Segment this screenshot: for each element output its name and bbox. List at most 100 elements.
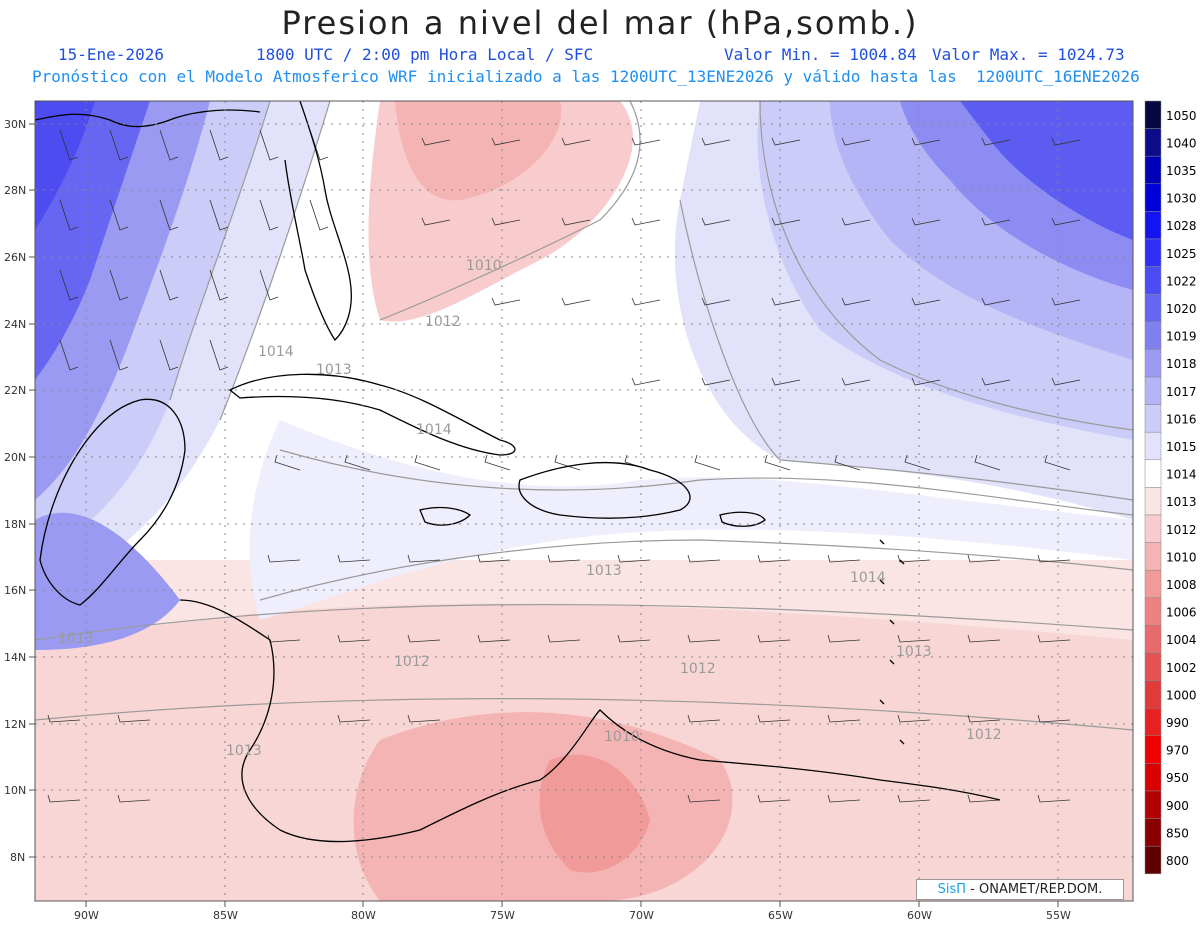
colorbar-label: 1012 <box>1166 523 1197 537</box>
colorbar-swatch <box>1144 625 1162 654</box>
isobar-label: 1013 <box>586 563 622 579</box>
isobar-label: 1012 <box>680 661 716 677</box>
colorbar-swatch <box>1144 542 1162 571</box>
colorbar-swatch <box>1144 211 1162 240</box>
lon-label: 80W <box>351 909 376 922</box>
colorbar-label: 1017 <box>1166 385 1197 399</box>
sispi-logo: SisΠ <box>937 882 967 897</box>
colorbar-label: 950 <box>1166 771 1189 785</box>
isobar-label: 1014 <box>258 344 294 360</box>
colorbar-label: 1025 <box>1166 247 1197 261</box>
forecast-description: Pronóstico con el Modelo Atmosferico WRF… <box>32 67 1140 86</box>
colorbar-swatch <box>1144 514 1162 543</box>
wind-barbs <box>47 129 1081 803</box>
lon-label: 55W <box>1046 909 1071 922</box>
colorbar-swatch <box>1144 569 1162 599</box>
map-frame <box>34 100 1134 902</box>
lat-label: 30N <box>4 118 26 131</box>
forecast-date: 15-Ene-2026 <box>58 45 164 64</box>
colorbar-label: 1030 <box>1166 192 1197 206</box>
lon-label: 65W <box>768 909 793 922</box>
colorbar-label: 1019 <box>1166 330 1197 344</box>
isobar-label: 1010 <box>604 729 640 745</box>
lat-label: 16N <box>4 584 26 597</box>
colorbar-swatch <box>1144 487 1162 516</box>
colorbar-swatch <box>1144 597 1162 626</box>
colorbar-swatch <box>1144 707 1162 737</box>
colorbar-label: 990 <box>1166 716 1189 730</box>
isobar-label: 1013 <box>316 362 352 378</box>
colorbar-label: 1014 <box>1166 468 1197 482</box>
colorbar-swatch <box>1144 431 1162 461</box>
colorbar-swatch <box>1144 790 1162 819</box>
coastlines <box>35 101 1001 843</box>
colorbar-swatch <box>1144 459 1162 488</box>
isobar-label: 1012 <box>966 727 1002 743</box>
isobar-label: 1012 <box>425 314 461 330</box>
colorbar-label: 850 <box>1166 826 1189 840</box>
credit-box: SisΠ - ONAMET/REP.DOM. <box>916 879 1124 900</box>
lat-label: 24N <box>4 318 26 331</box>
isobar-label: 1013 <box>226 743 262 759</box>
colorbar-label: 1008 <box>1166 578 1197 592</box>
colorbar-swatch <box>1144 155 1162 185</box>
lon-label: 85W <box>213 909 238 922</box>
lon-label: 60W <box>907 909 932 922</box>
credit-text: - ONAMET/REP.DOM. <box>970 882 1103 897</box>
colorbar-label: 1015 <box>1166 440 1197 454</box>
colorbar-swatch <box>1144 349 1162 378</box>
colorbar-swatch <box>1144 266 1162 295</box>
colorbar-label: 1040 <box>1166 136 1197 150</box>
colorbar-swatch <box>1144 818 1162 847</box>
colorbar-label: 1028 <box>1166 219 1197 233</box>
colorbar-label: 1050 <box>1166 109 1197 123</box>
graticule <box>35 101 1133 901</box>
colorbar-swatch <box>1144 183 1162 212</box>
lon-label: 70W <box>629 909 654 922</box>
lat-label: 18N <box>4 518 26 531</box>
colorbar-label: 1016 <box>1166 412 1197 426</box>
colorbar-label: 1018 <box>1166 357 1197 371</box>
colorbar-swatch <box>1144 652 1162 681</box>
colorbar-swatch <box>1144 845 1162 875</box>
colorbar-swatch <box>1144 238 1162 267</box>
colorbar-label: 1004 <box>1166 633 1197 647</box>
colorbar-swatch <box>1144 293 1162 323</box>
colorbar-label: 1006 <box>1166 606 1197 620</box>
map-title: Presion a nivel del mar (hPa,somb.) <box>281 4 919 42</box>
isobar-labels: 1010 1012 1014 1013 1014 1013 1014 1013 … <box>58 258 1002 759</box>
latitude-axis: 30N 28N 26N 24N 22N 20N 18N 16N 14N 12N … <box>4 118 35 864</box>
colorbar-label: 1013 <box>1166 495 1197 509</box>
colorbar-label: 900 <box>1166 799 1189 813</box>
lat-label: 12N <box>4 718 26 731</box>
isobar-label: 1014 <box>416 422 452 438</box>
colorbar-label: 970 <box>1166 744 1189 758</box>
colorbar-swatch <box>1144 376 1162 405</box>
colorbar-swatch <box>1144 763 1162 792</box>
colorbar-swatch <box>1144 735 1162 764</box>
isobar-label: 1013 <box>896 644 932 660</box>
lat-label: 8N <box>10 851 25 864</box>
longitude-axis: 90W 85W 80W 75W 70W 65W 60W 55W <box>74 901 1071 922</box>
pressure-field: 1010 1012 1014 1013 1014 1013 1014 1013 … <box>35 101 1133 901</box>
colorbar-swatch <box>1144 100 1162 129</box>
isobar-label: 1010 <box>466 258 502 274</box>
isobar-label: 1014 <box>850 570 886 586</box>
max-value: Valor Max. = 1024.73 <box>932 45 1125 64</box>
min-value: Valor Min. = 1004.84 <box>724 45 917 64</box>
colorbar-swatch <box>1144 404 1162 433</box>
colorbar-swatch <box>1144 680 1162 709</box>
lon-label: 75W <box>490 909 515 922</box>
colorbar: 1050 1040 1035 1030 1028 1025 1022 1020 1019 1018… <box>1144 100 1197 875</box>
colorbar-label: 1000 <box>1166 688 1197 702</box>
colorbar-label: 800 <box>1166 854 1189 868</box>
lat-label: 26N <box>4 251 26 264</box>
lat-label: 20N <box>4 451 26 464</box>
colorbar-label: 1035 <box>1166 164 1197 178</box>
lat-label: 10N <box>4 784 26 797</box>
forecast-time: 1800 UTC / 2:00 pm Hora Local / SFC <box>256 45 594 64</box>
lat-label: 14N <box>4 651 26 664</box>
isobar-label: 1012 <box>394 654 430 670</box>
colorbar-label: 1002 <box>1166 661 1197 675</box>
